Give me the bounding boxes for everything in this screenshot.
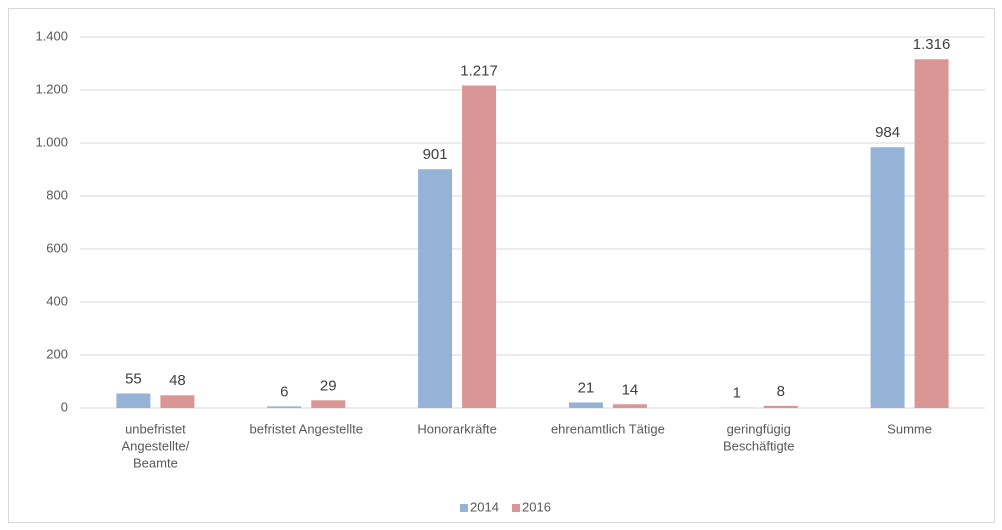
data-label: 1.217 bbox=[460, 62, 498, 79]
data-label: 55 bbox=[125, 370, 142, 387]
legend-swatch bbox=[460, 504, 468, 512]
chart-frame bbox=[8, 8, 995, 523]
y-tick-label: 800 bbox=[46, 187, 68, 202]
x-tick-label: ehrenamtlich Tätige bbox=[551, 421, 665, 436]
y-tick-label: 0 bbox=[61, 399, 68, 414]
data-label: 984 bbox=[875, 124, 900, 141]
bar bbox=[116, 393, 151, 408]
y-tick-label: 1.200 bbox=[35, 81, 68, 96]
data-label: 1.316 bbox=[913, 36, 951, 53]
x-tick-label: unbefristet bbox=[125, 421, 186, 436]
legend-label: 2014 bbox=[470, 499, 499, 514]
x-tick-label: befristet Angestellte bbox=[250, 421, 363, 436]
data-label: 901 bbox=[423, 146, 448, 163]
x-tick-label: Beamte bbox=[133, 455, 178, 470]
bar bbox=[267, 406, 302, 408]
bar bbox=[870, 147, 905, 409]
bar bbox=[462, 85, 497, 409]
data-label: 14 bbox=[622, 381, 639, 398]
y-tick-label: 600 bbox=[46, 240, 68, 255]
x-tick-label: Angestellte/ bbox=[121, 438, 189, 453]
legend-label: 2016 bbox=[522, 499, 551, 514]
x-tick-label: geringfügig bbox=[727, 421, 791, 436]
x-tick-label: Honorarkräfte bbox=[417, 421, 496, 436]
x-tick-label: Beschäftigte bbox=[723, 438, 795, 453]
bar bbox=[763, 405, 798, 408]
data-label: 21 bbox=[578, 379, 595, 396]
bar bbox=[914, 59, 949, 408]
data-label: 8 bbox=[777, 383, 785, 400]
y-tick-label: 200 bbox=[46, 346, 68, 361]
data-label: 29 bbox=[320, 377, 337, 394]
y-tick-label: 1.400 bbox=[35, 28, 68, 43]
legend-swatch bbox=[512, 504, 520, 512]
y-tick-label: 1.000 bbox=[35, 134, 68, 149]
x-tick-label: Summe bbox=[887, 421, 932, 436]
data-label: 6 bbox=[280, 383, 288, 400]
bar bbox=[311, 400, 346, 408]
data-label: 1 bbox=[733, 385, 741, 402]
bar bbox=[418, 169, 453, 408]
bar bbox=[612, 404, 647, 408]
bar bbox=[568, 402, 603, 408]
data-label: 48 bbox=[169, 372, 186, 389]
bar bbox=[160, 395, 195, 408]
y-tick-label: 400 bbox=[46, 293, 68, 308]
